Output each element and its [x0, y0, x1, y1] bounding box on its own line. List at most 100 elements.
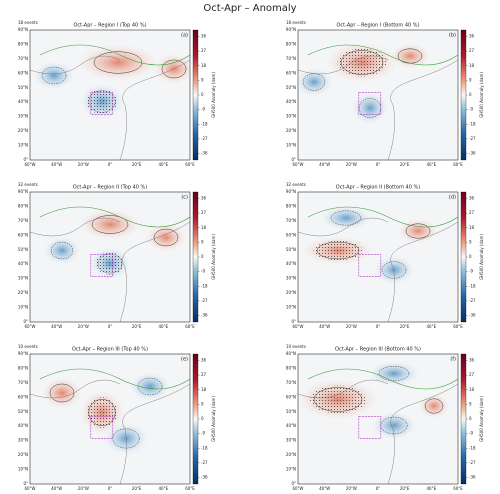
contour-line — [378, 366, 410, 381]
lat-label: 30°N — [286, 438, 296, 443]
map-panel: Oct-Apr – Region III (Top 40 %) 10 events… — [18, 344, 216, 491]
colorbar-tick-label: -36 — [201, 475, 208, 480]
anomaly-shading — [374, 256, 414, 284]
lon-label: 20°E — [400, 486, 410, 491]
map-panel: Oct-Apr – Region II (Bottom 40 %) 32 even… — [286, 182, 484, 329]
map-panel: Oct-Apr – Region III (Bottom 40 %) 10 eve… — [286, 344, 484, 491]
colorbar-tick-label: -18 — [201, 121, 208, 126]
lat-label: 90°N — [18, 351, 28, 356]
panel-title: Oct-Apr – Region III (Top 40 %) — [72, 347, 148, 353]
lat-label: 70°N — [286, 56, 296, 61]
lon-label: 60°E — [185, 486, 195, 491]
colorbar-tick-label: 9 — [201, 401, 204, 406]
lat-label: 10°N — [18, 143, 28, 148]
colorbar-tick-label: 18 — [469, 225, 475, 230]
contour-line — [50, 241, 74, 260]
coastline — [298, 379, 458, 484]
lon-label: 40°W — [319, 486, 330, 491]
colorbar-tick-label: 0 — [201, 254, 204, 259]
colorbar-tick-label: -27 — [201, 460, 208, 465]
significance-stipple — [86, 397, 118, 428]
lat-label: 90°N — [18, 27, 28, 32]
map-field — [298, 42, 458, 160]
anomaly-shading — [321, 206, 371, 230]
lat-label: 10°N — [286, 143, 296, 148]
lon-label: 60°E — [453, 486, 463, 491]
coastline — [30, 55, 190, 160]
lat-label: 30°N — [286, 114, 296, 119]
colorbar-tick-label: -27 — [201, 136, 208, 141]
lat-label: 40°N — [286, 261, 296, 266]
lat-label: 40°N — [286, 99, 296, 104]
colorbar-tick-label: -9 — [469, 269, 473, 274]
lon-label: 0° — [108, 486, 113, 491]
lon-label: 60°E — [185, 162, 195, 167]
map-panel: Oct-Apr – Region I (Top 40 %) 18 events (a… — [18, 20, 216, 167]
lat-label: 30°N — [18, 438, 28, 443]
lon-label: 40°E — [159, 486, 169, 491]
significance-stipple — [310, 385, 366, 414]
lat-label: 50°N — [286, 85, 296, 90]
map-field — [298, 206, 458, 322]
colorbar-tick-label: -9 — [469, 107, 473, 112]
colorbar-tick-label: -27 — [469, 298, 476, 303]
colorbar-tick-label: -18 — [201, 445, 208, 450]
event-count: 10 events — [286, 344, 306, 349]
lat-label: 50°N — [18, 409, 28, 414]
lat-label: 60°N — [286, 232, 296, 237]
colorbar-tick-label: 27 — [201, 372, 207, 377]
colorbar-tick-label: 36 — [201, 196, 207, 201]
lat-label: 40°N — [18, 99, 28, 104]
lat-label: 60°N — [286, 394, 296, 399]
colorbar-tick-label: -36 — [201, 313, 208, 318]
colorbar-tick-label: 18 — [201, 63, 207, 68]
coastline — [30, 217, 190, 322]
colorbar — [460, 29, 467, 161]
lat-label: 80°N — [286, 41, 296, 46]
lat-label: 80°N — [286, 203, 296, 208]
contour-line — [424, 398, 444, 414]
anomaly-shading — [398, 219, 438, 243]
lat-label: 40°N — [18, 423, 28, 428]
lon-label: 40°E — [159, 324, 169, 329]
event-count: 32 events — [18, 182, 38, 187]
event-count: 18 events — [286, 20, 306, 25]
anomaly-shading — [44, 236, 80, 265]
lon-label: 0° — [108, 324, 113, 329]
anomaly-shading — [34, 61, 74, 90]
lon-label: 20°E — [400, 162, 410, 167]
map-field — [30, 368, 190, 484]
lon-label: 0° — [376, 486, 381, 491]
colorbar-tick-label: 0 — [469, 254, 472, 259]
lat-label: 50°N — [286, 409, 296, 414]
colorbar-tick-label: -18 — [469, 121, 476, 126]
lon-label: 60°E — [453, 162, 463, 167]
lon-label: 20°W — [78, 162, 89, 167]
colorbar — [192, 191, 199, 323]
anomaly-shading — [369, 361, 419, 386]
anomaly-shading — [154, 54, 190, 84]
lat-label: 20°N — [18, 128, 28, 133]
lon-label: 0° — [376, 324, 381, 329]
region-box — [358, 254, 382, 277]
lon-label: 40°W — [51, 162, 62, 167]
coastline — [298, 217, 458, 322]
colorbar-tick-label: -18 — [469, 283, 476, 288]
panel-title: Oct-Apr – Region II (Bottom 40 %) — [336, 185, 420, 191]
contour-line — [137, 377, 163, 396]
lat-label: 0° — [291, 157, 296, 162]
anomaly-shading — [298, 68, 332, 96]
coastline — [298, 55, 458, 160]
panel-title: Oct-Apr – Region II (Top 40 %) — [73, 185, 148, 191]
lon-label: 60°W — [292, 324, 303, 329]
colorbar-label: GH500 Anomaly (dam) — [211, 396, 216, 442]
lat-label: 50°N — [18, 247, 28, 252]
anomaly-shading — [390, 44, 430, 68]
lat-label: 60°N — [286, 70, 296, 75]
lat-label: 80°N — [18, 365, 28, 370]
anomaly-shading — [80, 209, 140, 240]
lat-label: 70°N — [18, 218, 28, 223]
lat-label: 0° — [291, 481, 296, 486]
contour-line — [380, 416, 408, 435]
lon-label: 60°W — [292, 486, 303, 491]
